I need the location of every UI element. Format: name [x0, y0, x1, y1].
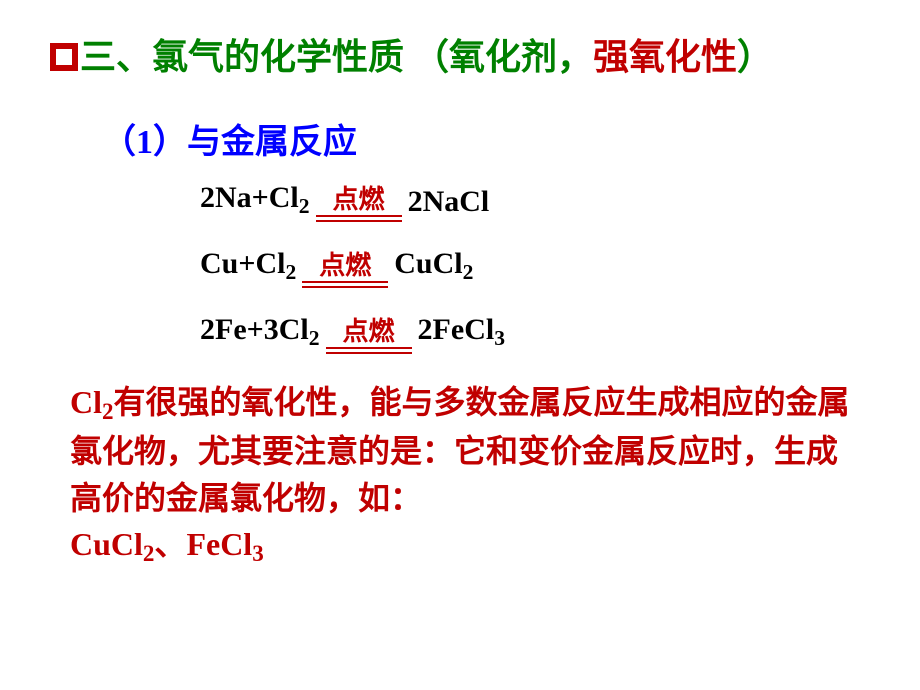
eq1-reactants: 2Na+Cl2	[200, 181, 310, 219]
equation-1: 2Na+Cl2 点燃 2NaCl	[200, 181, 870, 219]
bullet-square-icon	[50, 43, 78, 71]
summary-sep: 、	[154, 526, 186, 562]
eq3-products: 2FeCl3	[418, 313, 505, 351]
reaction-arrow-icon: 点燃	[302, 253, 388, 289]
summary-paragraph: Cl2有很强的氧化性，能与多数金属反应生成相应的金属氯化物，尤其要注意的是：它和…	[70, 379, 860, 571]
title-part2: 强氧化性	[593, 37, 737, 77]
equation-2: Cu+Cl2 点燃 CuCl2	[200, 247, 870, 285]
double-line-icon	[326, 347, 412, 355]
equation-3: 2Fe+3Cl2 点燃 2FeCl3	[200, 313, 870, 351]
eq1-products: 2NaCl	[408, 185, 490, 219]
subsection-1: （1）与金属反应	[102, 114, 870, 163]
double-line-icon	[316, 215, 402, 223]
reaction-arrow-icon: 点燃	[326, 319, 412, 355]
equation-list: 2Na+Cl2 点燃 2NaCl Cu+Cl2 点燃 CuCl2 2Fe+3Cl…	[200, 181, 870, 351]
section-title: 三、氯气的化学性质 （氧化剂，强氧化性）	[50, 28, 870, 80]
eq2-reactants: Cu+Cl2	[200, 247, 296, 285]
summary-formula-fecl3: FeCl3	[186, 526, 263, 562]
summary-text: 有很强的氧化性，能与多数金属反应生成相应的金属氯化物，尤其要注意的是：它和变价金…	[70, 384, 850, 516]
condition-label: 点燃	[319, 253, 371, 279]
eq3-reactants: 2Fe+3Cl2	[200, 313, 320, 351]
title-part3: ）	[737, 37, 773, 77]
condition-label: 点燃	[343, 319, 395, 345]
summary-formula-cucl2: CuCl2	[70, 526, 154, 562]
reaction-arrow-icon: 点燃	[316, 187, 402, 223]
condition-label: 点燃	[333, 187, 385, 213]
title-part1: 三、氯气的化学性质 （氧化剂，	[80, 37, 593, 77]
slide: 三、氯气的化学性质 （氧化剂，强氧化性） （1）与金属反应 2Na+Cl2 点燃…	[0, 0, 920, 591]
summary-formula-cl2: Cl2	[70, 384, 114, 420]
double-line-icon	[302, 281, 388, 289]
eq2-products: CuCl2	[394, 247, 473, 285]
